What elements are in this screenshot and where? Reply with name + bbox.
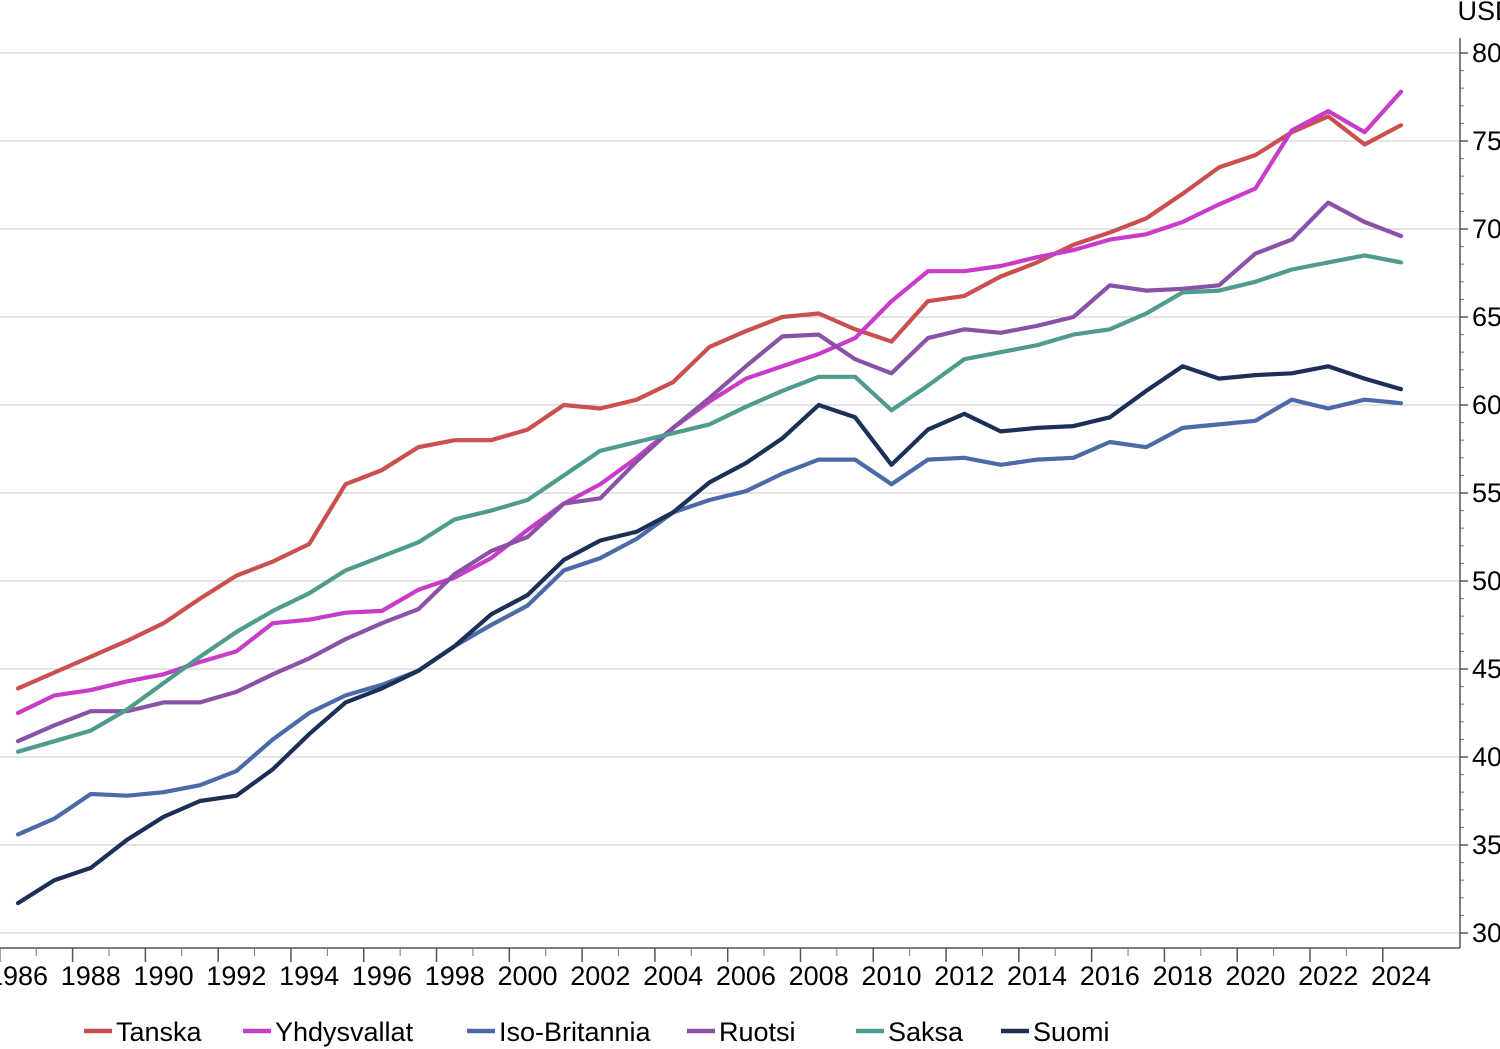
- series-line-tanska: [15, 114, 1404, 691]
- x-tick-label-2008: 2008: [789, 961, 849, 991]
- x-tick-label-2002: 2002: [570, 961, 630, 991]
- x-tick-label-2010: 2010: [861, 961, 921, 991]
- y-tick-label-60: 60: [1472, 390, 1500, 420]
- series-line-ruotsi: [15, 200, 1404, 744]
- x-tick-label-2006: 2006: [716, 961, 776, 991]
- legend: Tanska Yhdysvallat Iso-Britannia Ruotsi Saks…: [84, 1017, 1110, 1047]
- x-tick-label-2022: 2022: [1298, 961, 1358, 991]
- y-tick-label-40: 40: [1472, 742, 1500, 772]
- x-tick-label-2012: 2012: [934, 961, 994, 991]
- legend-label-yhdysvallat: Yhdysvallat: [275, 1017, 414, 1047]
- x-tick-label-1996: 1996: [352, 961, 412, 991]
- y-tick-label-70: 70: [1472, 214, 1500, 244]
- x-tick-label-1990: 1990: [134, 961, 194, 991]
- y-tick-label-55: 55: [1472, 478, 1500, 508]
- series-line-iso-britannia: [15, 397, 1404, 837]
- x-tick-label-1988: 1988: [61, 961, 121, 991]
- y-tick-label-30: 30: [1472, 918, 1500, 948]
- x-tick-label-1998: 1998: [425, 961, 485, 991]
- y-tick-label-50: 50: [1472, 566, 1500, 596]
- y-tick-label-45: 45: [1472, 654, 1500, 684]
- x-tick-label-1994: 1994: [279, 961, 339, 991]
- y-tick-label-80: 80: [1472, 38, 1500, 68]
- x-tick-label-2016: 2016: [1080, 961, 1140, 991]
- series-line-suomi: [15, 364, 1404, 906]
- axes: 30 35 40 45 50 55 60 65 70 75 80 USD 1986 1988 1990 199…: [0, 0, 1500, 991]
- legend-label-iso-britannia: Iso-Britannia: [499, 1017, 652, 1047]
- legend-label-ruotsi: Ruotsi: [719, 1017, 796, 1047]
- x-tick-label-2014: 2014: [1007, 961, 1067, 991]
- y-tick-label-75: 75: [1472, 126, 1500, 156]
- legend-label-tanska: Tanska: [116, 1017, 203, 1047]
- y-tick-label-65: 65: [1472, 302, 1500, 332]
- x-tick-label-2000: 2000: [497, 961, 557, 991]
- x-tick-label-2004: 2004: [643, 961, 703, 991]
- legend-label-saksa: Saksa: [888, 1017, 964, 1047]
- x-tick-label-2020: 2020: [1225, 961, 1285, 991]
- x-tick-label-1986: 1986: [0, 961, 48, 991]
- y-tick-label-35: 35: [1472, 830, 1500, 860]
- y-unit-label: USD: [1457, 0, 1500, 26]
- series-line-yhdysvallat: [15, 89, 1404, 716]
- series-lines: [15, 89, 1404, 906]
- x-tick-label-2024: 2024: [1371, 961, 1431, 991]
- x-tick-label-2018: 2018: [1153, 961, 1213, 991]
- legend-label-suomi: Suomi: [1033, 1017, 1110, 1047]
- series-line-saksa: [15, 253, 1404, 754]
- x-tick-label-1992: 1992: [206, 961, 266, 991]
